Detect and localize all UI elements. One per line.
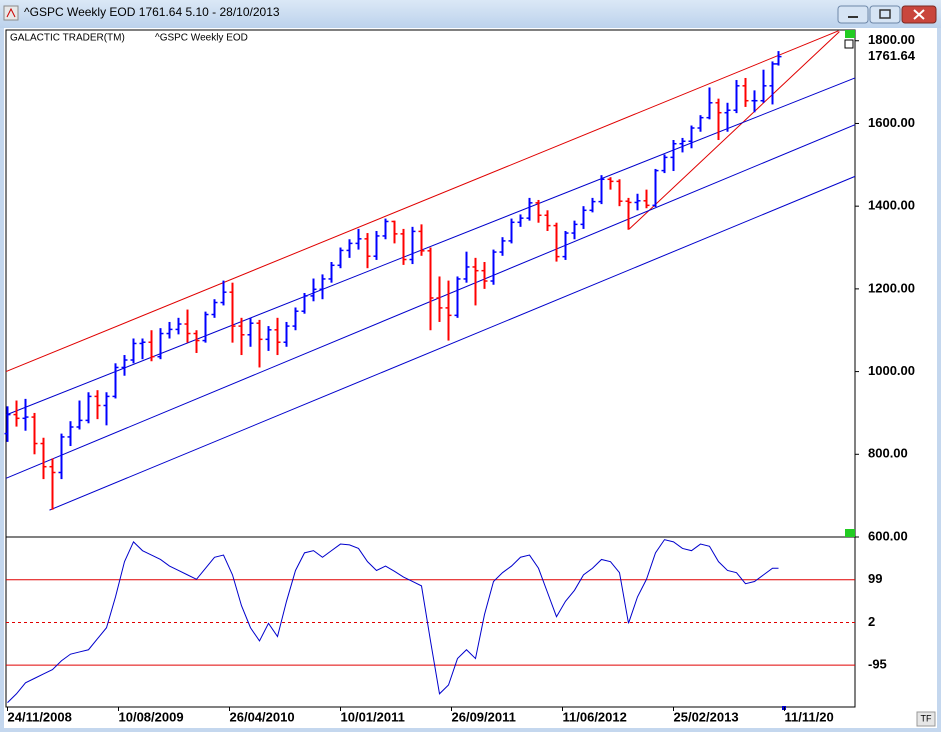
y-tick-label: 600.00 [868,528,908,543]
symbol-label: ^GSPC Weekly EOD [155,33,248,44]
y-tick-label: 1600.00 [868,115,915,130]
y-tick-label: 99 [868,571,882,586]
panel-handle[interactable] [845,529,855,537]
x-tick-label: 10/01/2011 [341,709,405,724]
maximize-button[interactable] [869,5,901,24]
title-bar [0,0,941,28]
y-tick-label: -95 [868,657,887,672]
oscillator-line [7,539,779,703]
x-tick-label: 24/11/2008 [8,709,72,724]
indicator-label: GALACTIC TRADER(TM) [10,33,125,44]
app-icon-glyph [6,7,16,18]
y-tick-label: 1400.00 [868,198,915,213]
x-tick-label: 11/06/2012 [563,709,627,724]
x-tick-label: 25/02/2013 [674,709,739,724]
close-glyph [913,9,925,20]
plot-border [5,29,856,708]
trend-line [5,30,839,373]
y-tick-label: 1000.00 [868,363,915,378]
y-tick-label: 1200.00 [868,280,915,295]
tf-button[interactable] [916,711,936,727]
chart-area [4,28,937,728]
trend-line [49,175,856,511]
y-tick-label: 1800.00 [868,32,915,47]
tf-button-label: TF [921,713,932,723]
x-tick-label: 26/04/2010 [230,709,295,724]
y-tick-label: 800.00 [868,446,908,461]
minimize-button[interactable] [837,5,869,24]
x-tick-label: 11/11/20 [785,709,834,724]
x-tick-label: 10/08/2009 [119,709,184,724]
window-buttons [837,5,937,24]
last-price-label: 1761.64 [868,48,916,63]
panel-handle[interactable] [845,30,855,38]
panel-button[interactable] [844,39,854,49]
trend-line [5,77,856,416]
window-title: ^GSPC Weekly EOD 1761.64 5.10 - 28/10/20… [24,5,280,19]
y-tick-label: 2 [868,614,875,629]
x-tick-label: 26/09/2011 [452,709,516,724]
maximize-glyph [879,9,891,19]
trend-line [629,31,840,230]
